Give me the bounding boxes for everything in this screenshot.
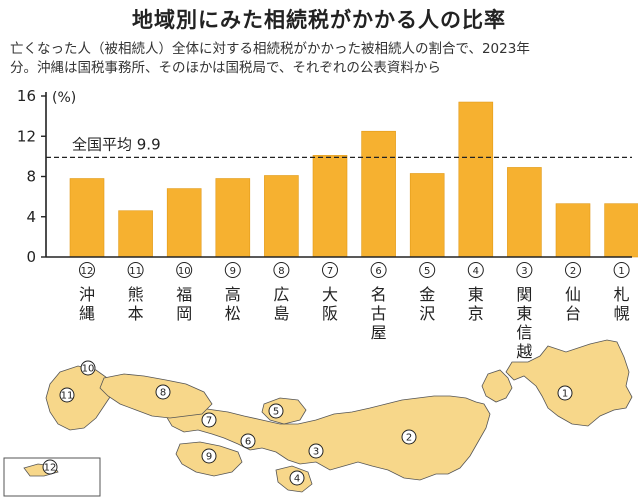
y-tick-label: 12 bbox=[17, 127, 36, 145]
category-name: 関東信越 bbox=[516, 285, 532, 361]
map-marker-number: 1 bbox=[562, 389, 568, 400]
category-number: 10 bbox=[178, 266, 191, 277]
map-marker-number: 4 bbox=[294, 474, 300, 485]
map-region-kyushu bbox=[45, 365, 113, 431]
okinawa-inset-frame bbox=[3, 457, 101, 497]
map-marker-number: 6 bbox=[245, 437, 251, 448]
y-axis: 0 4 8 12 16 (%) bbox=[17, 87, 632, 266]
map-marker-badge bbox=[59, 387, 75, 403]
map-region-sapporo bbox=[505, 339, 633, 427]
average-line-group: 全国平均 9.9 bbox=[46, 135, 632, 159]
map-marker-badge bbox=[308, 443, 324, 459]
y-tick-label: 0 bbox=[26, 248, 36, 266]
map-marker-number: 12 bbox=[44, 463, 57, 474]
bar-広島 bbox=[264, 175, 299, 258]
bar-名古屋 bbox=[361, 130, 396, 258]
category-name: 広島 bbox=[273, 285, 289, 323]
map-marker-badge bbox=[155, 384, 171, 400]
category-name: 高松 bbox=[225, 285, 241, 323]
category-name: 福岡 bbox=[176, 285, 192, 323]
category-number: 7 bbox=[327, 266, 333, 277]
bar-series bbox=[69, 101, 638, 258]
map-marker-badge bbox=[557, 385, 573, 401]
map-marker-badge bbox=[80, 360, 96, 376]
category-name: 名古屋 bbox=[371, 285, 387, 342]
category-number: 11 bbox=[129, 266, 142, 277]
category-number-badge bbox=[419, 262, 436, 278]
map-region-honshu bbox=[165, 395, 491, 481]
category-number-badge bbox=[565, 262, 581, 278]
map-marker-number: 3 bbox=[313, 447, 319, 458]
bar-東京 bbox=[458, 101, 494, 258]
bar-福岡 bbox=[166, 188, 202, 258]
category-number-badge bbox=[613, 262, 630, 278]
subtitle-line-1: 亡くなった人（被相続人）全体に対する相続税がかかった被相続人の割合で、2023年 bbox=[10, 41, 530, 57]
map-marker-badge bbox=[240, 433, 256, 449]
bar-熊本 bbox=[118, 210, 153, 258]
category-number-badge bbox=[224, 262, 241, 278]
category-number: 12 bbox=[81, 266, 94, 277]
category-name: 金沢 bbox=[419, 285, 435, 323]
y-tick-label: 16 bbox=[17, 87, 36, 105]
map-marker-number: 9 bbox=[206, 452, 212, 463]
category-number-badge bbox=[322, 262, 338, 278]
map-marker-number: 10 bbox=[82, 364, 95, 375]
map-marker-badge bbox=[201, 448, 217, 464]
y-tick-label: 8 bbox=[26, 168, 36, 186]
category-number-badge bbox=[467, 262, 484, 278]
category-number: 1 bbox=[618, 266, 624, 277]
category-number: 6 bbox=[375, 266, 381, 277]
bar-札幌 bbox=[604, 203, 638, 258]
map-region-hiroshima bbox=[99, 373, 213, 419]
map-marker-number: 7 bbox=[206, 416, 212, 427]
bar-関東信越 bbox=[507, 167, 542, 258]
category-name: 仙台 bbox=[565, 285, 581, 323]
category-name: 大阪 bbox=[322, 285, 338, 323]
map-marker-number: 11 bbox=[61, 391, 74, 402]
category-name: 熊本 bbox=[128, 285, 144, 323]
category-name: 沖縄 bbox=[79, 285, 95, 323]
bar-沖縄 bbox=[69, 178, 105, 258]
map-marker-badge bbox=[268, 403, 284, 419]
category-number: 8 bbox=[278, 266, 284, 277]
y-unit-label: (%) bbox=[52, 90, 76, 106]
average-label: 全国平均 9.9 bbox=[72, 135, 161, 153]
map-marker-badge bbox=[401, 429, 417, 445]
bar-金沢 bbox=[409, 173, 445, 258]
y-tick-label: 4 bbox=[26, 208, 36, 226]
category-number: 5 bbox=[424, 266, 430, 277]
category-number: 4 bbox=[473, 266, 479, 277]
category-labels: 12 沖縄 11 熊本 10 福岡 9 高松 8 広島 7 大阪 6 名古屋 5 金沢 4 東京 3 関東信越 2 仙台 1… bbox=[79, 262, 630, 361]
chart-title: 地域別にみた相続税がかかる人の比率 bbox=[132, 8, 506, 32]
map-marker-number: 5 bbox=[273, 407, 279, 418]
chart-subtitle: 亡くなった人（被相続人）全体に対する相続税がかかった被相続人の割合で、2023年… bbox=[10, 40, 632, 78]
category-number-badge bbox=[370, 262, 387, 278]
map-marker-number: 2 bbox=[406, 433, 412, 444]
category-name: 札幌 bbox=[614, 285, 630, 323]
subtitle-line-2: 分。沖縄は国税事務所、そのほかは国税局で、それぞれの公表資料から bbox=[10, 60, 441, 76]
bar-大阪 bbox=[312, 155, 348, 258]
category-number: 9 bbox=[230, 266, 236, 277]
category-number: 2 bbox=[570, 266, 576, 277]
bar-高松 bbox=[215, 178, 251, 258]
map-marker-badge bbox=[201, 412, 217, 428]
category-name: 東京 bbox=[468, 285, 484, 323]
map-marker-badge bbox=[42, 459, 58, 475]
category-number-badge bbox=[176, 262, 193, 278]
map-marker-badge bbox=[289, 470, 305, 486]
category-number-badge bbox=[273, 262, 290, 278]
category-number-badge bbox=[516, 262, 533, 278]
bar-仙台 bbox=[555, 203, 591, 258]
category-number-badge bbox=[127, 262, 144, 278]
map-region-hokkaido-west bbox=[481, 369, 513, 403]
category-number-badge bbox=[79, 262, 95, 278]
map-marker-number: 8 bbox=[160, 388, 166, 399]
category-number: 3 bbox=[521, 266, 527, 277]
